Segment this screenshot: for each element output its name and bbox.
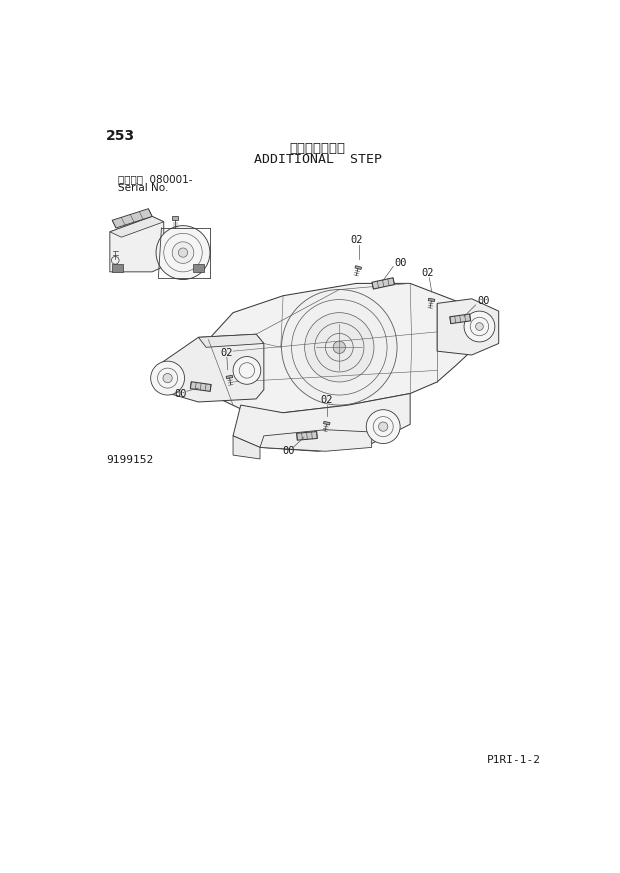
Circle shape xyxy=(304,313,374,382)
Text: 02: 02 xyxy=(350,235,363,244)
Polygon shape xyxy=(112,209,152,228)
Text: 02: 02 xyxy=(422,268,434,278)
Circle shape xyxy=(333,341,345,354)
Text: 9199152: 9199152 xyxy=(106,455,153,465)
Polygon shape xyxy=(110,217,164,237)
Polygon shape xyxy=(110,217,164,272)
Polygon shape xyxy=(233,436,260,459)
Polygon shape xyxy=(112,265,123,272)
Polygon shape xyxy=(324,422,330,425)
Text: 253: 253 xyxy=(106,129,135,143)
Polygon shape xyxy=(172,216,179,220)
Polygon shape xyxy=(355,265,361,270)
Text: 00: 00 xyxy=(282,446,294,457)
Text: ADDITIONAL  STEP: ADDITIONAL STEP xyxy=(254,154,382,166)
Text: 02: 02 xyxy=(221,347,233,358)
Circle shape xyxy=(179,248,188,258)
Text: 追加ステップ゚: 追加ステップ゚ xyxy=(290,141,346,155)
Text: 00: 00 xyxy=(477,296,490,306)
Circle shape xyxy=(379,422,388,431)
Text: 00: 00 xyxy=(395,258,407,268)
Circle shape xyxy=(281,290,397,405)
Text: Serial No.: Serial No. xyxy=(118,183,168,193)
Polygon shape xyxy=(198,334,264,347)
Polygon shape xyxy=(190,382,211,391)
Text: 適用号機  080001-: 適用号機 080001- xyxy=(118,174,192,184)
Circle shape xyxy=(464,311,495,342)
Circle shape xyxy=(163,374,172,382)
Text: 00: 00 xyxy=(174,389,187,399)
Polygon shape xyxy=(428,299,435,301)
Circle shape xyxy=(366,409,400,443)
Polygon shape xyxy=(297,431,317,440)
Circle shape xyxy=(233,356,261,384)
Polygon shape xyxy=(156,334,264,402)
Polygon shape xyxy=(226,375,232,379)
Polygon shape xyxy=(198,284,479,413)
Polygon shape xyxy=(437,299,498,355)
Polygon shape xyxy=(193,265,204,272)
Polygon shape xyxy=(450,314,471,324)
Polygon shape xyxy=(260,430,371,451)
Circle shape xyxy=(476,323,484,330)
Text: P1RI-1-2: P1RI-1-2 xyxy=(487,755,541,766)
Polygon shape xyxy=(372,278,394,289)
Circle shape xyxy=(156,225,210,279)
Circle shape xyxy=(151,361,185,395)
Polygon shape xyxy=(233,394,410,451)
Circle shape xyxy=(172,242,194,264)
Text: 02: 02 xyxy=(321,395,333,405)
